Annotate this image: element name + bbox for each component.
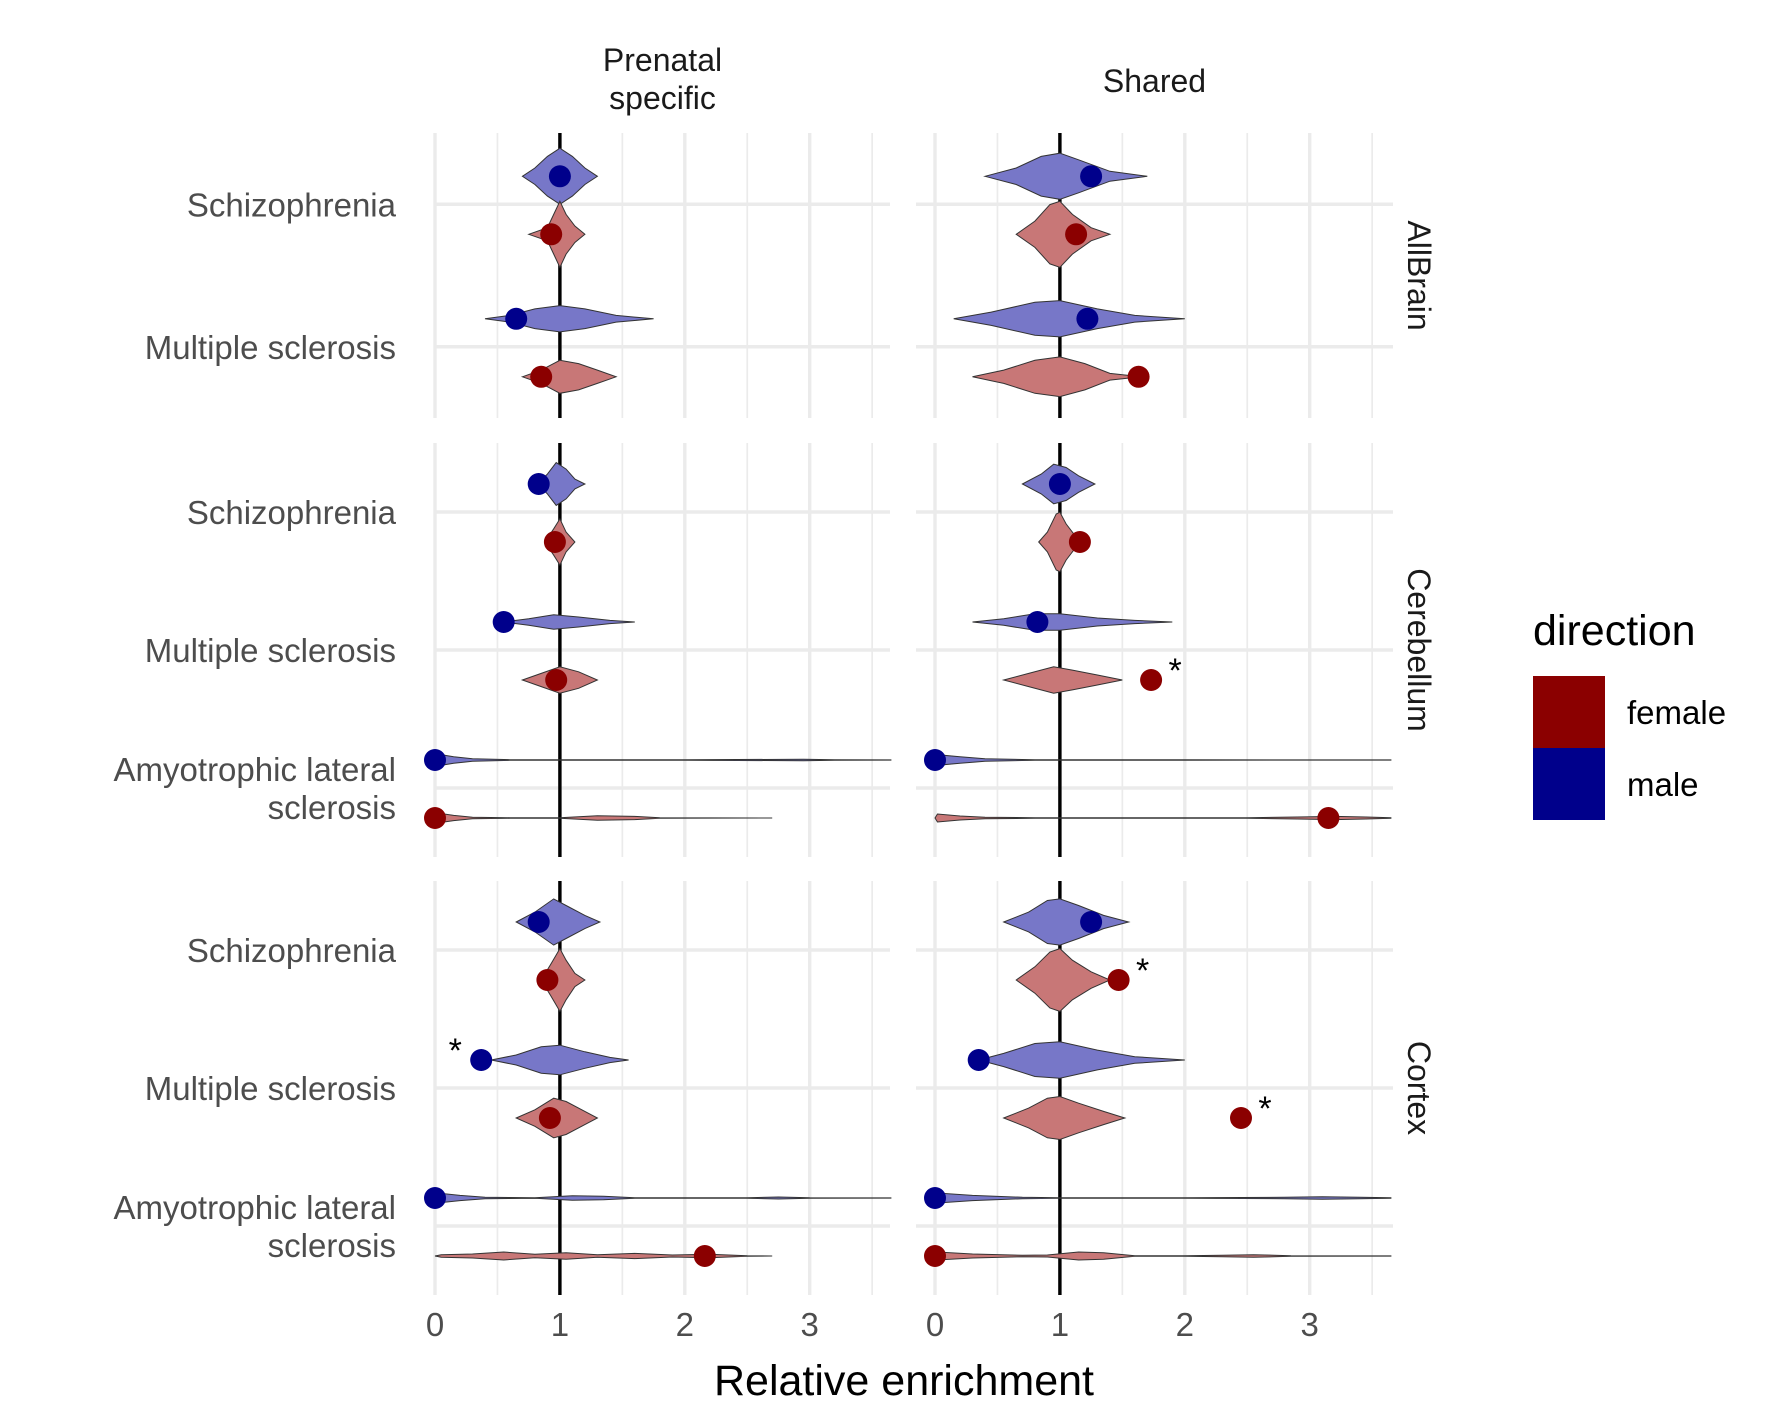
violin-male-multiple-sclerosis-cortex-shared [976,1041,1185,1079]
violin-female-schizophrenia-cortex-prenatal-specific [540,947,586,1013]
point-female-multiple-sclerosis-cerebellum-shared [1140,669,1163,691]
point-female-schizophrenia-allbrain-shared [1065,223,1088,246]
significance-star: * [1168,652,1181,690]
violin-female-amyotrophic-lateral-sclerosis-cortex-prenatal-specific [434,1251,773,1261]
x-tick-label: 2 [1176,1306,1194,1343]
x-tick-label: 3 [801,1306,819,1343]
point-layer: * * * * [424,165,1340,1267]
legend-label-female: female [1627,694,1726,731]
violin-male-schizophrenia-allbrain-shared [983,152,1148,200]
point-male-amyotrophic-lateral-sclerosis-cortex-shared [924,1187,946,1209]
point-male-schizophrenia-allbrain-prenatal-specific [548,165,571,188]
y-tick-label-schizophrenia-allbrain: Schizophrenia [187,186,397,223]
point-male-amyotrophic-lateral-sclerosis-cortex-prenatal-specific [424,1187,446,1209]
point-female-multiple-sclerosis-cortex-shared [1230,1107,1252,1129]
violin-male-multiple-sclerosis-allbrain-prenatal-specific [484,305,654,333]
point-male-amyotrophic-lateral-sclerosis-cerebellum-shared [924,749,946,771]
point-female-schizophrenia-cortex-shared [1107,969,1130,991]
violin-male-schizophrenia-cortex-shared [1002,898,1131,946]
y-tick-label-amyotrophic-lateral-sclerosis-cerebellum: sclerosis [268,789,396,826]
significance-star: * [1258,1090,1271,1128]
point-female-multiple-sclerosis-cerebellum-prenatal-specific [545,669,568,691]
x-tick-label: 0 [426,1306,444,1343]
y-tick-label-multiple-sclerosis-allbrain: Multiple sclerosis [145,329,396,366]
violin-female-amyotrophic-lateral-sclerosis-cerebellum-shared [934,813,1392,823]
point-male-multiple-sclerosis-allbrain-shared [1076,307,1099,330]
y-tick-label-multiple-sclerosis-cortex: Multiple sclerosis [145,1070,396,1107]
point-male-schizophrenia-cortex-prenatal-specific [527,911,550,933]
text-layer: Schizophrenia Multiple sclerosis Schizophr… [114,42,1437,1343]
y-tick-label-schizophrenia-cerebellum: Schizophrenia [187,494,397,531]
column-strip-label: specific [609,80,716,116]
y-tick-label-amyotrophic-lateral-sclerosis-cortex: sclerosis [268,1227,396,1264]
point-female-schizophrenia-cerebellum-prenatal-specific [543,531,566,553]
legend-key-female [1533,676,1605,748]
point-female-amyotrophic-lateral-sclerosis-cerebellum-prenatal-specific [424,807,446,829]
violin-male-multiple-sclerosis-cerebellum-shared [972,613,1173,631]
violin-male-multiple-sclerosis-cortex-prenatal-specific [491,1044,629,1076]
legend-title: direction [1533,607,1696,655]
point-female-schizophrenia-allbrain-prenatal-specific [540,223,563,246]
violin-male-schizophrenia-cortex-prenatal-specific [515,898,602,946]
violin-male-amyotrophic-lateral-sclerosis-cerebellum-shared [934,754,1392,766]
significance-star: * [449,1032,462,1070]
violin-male-multiple-sclerosis-allbrain-shared [953,300,1185,338]
panel-grid-cortex-prenatal-specific [433,881,890,1295]
row-strip-label-cortex: Cortex [1401,1041,1437,1135]
violin-male-amyotrophic-lateral-sclerosis-cortex-shared [934,1192,1392,1204]
row-strip-label-cerebellum: Cerebellum [1401,568,1437,732]
y-tick-label-amyotrophic-lateral-sclerosis-cortex: Amyotrophic lateral [114,1189,396,1226]
point-female-schizophrenia-cerebellum-shared [1068,531,1091,553]
panel-grid-cortex-shared [916,881,1393,1295]
x-tick-label: 3 [1301,1306,1319,1343]
point-female-amyotrophic-lateral-sclerosis-cerebellum-shared [1317,807,1340,829]
column-strip-label: Prenatal [603,42,722,78]
y-tick-label-schizophrenia-cortex: Schizophrenia [187,932,397,969]
point-male-multiple-sclerosis-cerebellum-shared [1026,611,1049,633]
point-male-amyotrophic-lateral-sclerosis-cerebellum-prenatal-specific [424,749,446,771]
column-strip-label: Shared [1103,63,1206,99]
point-male-schizophrenia-cortex-shared [1080,911,1103,933]
legend-label-male: male [1627,766,1699,803]
point-female-multiple-sclerosis-cortex-prenatal-specific [538,1107,561,1129]
point-female-multiple-sclerosis-allbrain-shared [1127,365,1150,388]
row-strip-label-allbrain: AllBrain [1401,220,1437,330]
violin-female-schizophrenia-allbrain-shared [1015,200,1112,268]
point-female-amyotrophic-lateral-sclerosis-cortex-shared [924,1245,946,1267]
legend-key-male [1533,748,1605,820]
x-axis-title: Relative enrichment [714,1357,1094,1405]
point-male-schizophrenia-allbrain-shared [1080,165,1103,188]
point-female-multiple-sclerosis-allbrain-prenatal-specific [530,365,553,388]
significance-star: * [1136,952,1149,990]
x-tick-label: 1 [1051,1306,1069,1343]
violin-male-schizophrenia-cerebellum-prenatal-specific [536,461,587,507]
violin-male-multiple-sclerosis-cerebellum-prenatal-specific [503,614,635,630]
point-male-multiple-sclerosis-allbrain-prenatal-specific [505,307,528,330]
x-tick-label: 2 [676,1306,694,1343]
violin-female-schizophrenia-cortex-shared [1015,948,1112,1012]
violin-female-amyotrophic-lateral-sclerosis-cortex-shared [934,1251,1392,1261]
point-male-multiple-sclerosis-cortex-shared [967,1049,990,1071]
point-male-multiple-sclerosis-cortex-prenatal-specific [470,1049,493,1071]
violin-male-amyotrophic-lateral-sclerosis-cortex-prenatal-specific [434,1192,892,1204]
panel-grid-allbrain-shared [916,133,1393,418]
legend: direction female male [1533,607,1726,820]
y-tick-label-amyotrophic-lateral-sclerosis-cerebellum: Amyotrophic lateral [114,751,396,788]
violin-female-amyotrophic-lateral-sclerosis-cerebellum-prenatal-specific [434,812,773,824]
point-female-schizophrenia-cortex-prenatal-specific [536,969,559,991]
panel-grid-allbrain-prenatal-specific [433,133,890,418]
x-tick-label: 1 [551,1306,569,1343]
x-tick-label: 0 [926,1306,944,1343]
panel-grid-cerebellum-prenatal-specific [433,443,890,857]
point-male-schizophrenia-cerebellum-shared [1048,473,1071,495]
y-tick-label-multiple-sclerosis-cerebellum: Multiple sclerosis [145,632,396,669]
violin-female-multiple-sclerosis-cerebellum-shared [1001,666,1123,694]
panel-grid-cerebellum-shared [916,443,1393,857]
point-female-amyotrophic-lateral-sclerosis-cortex-prenatal-specific [693,1245,716,1267]
violin-male-amyotrophic-lateral-sclerosis-cerebellum-prenatal-specific [434,753,892,767]
point-male-multiple-sclerosis-cerebellum-prenatal-specific [492,611,515,633]
violin-female-multiple-sclerosis-cortex-shared [1002,1095,1127,1141]
point-male-schizophrenia-cerebellum-prenatal-specific [527,473,550,495]
